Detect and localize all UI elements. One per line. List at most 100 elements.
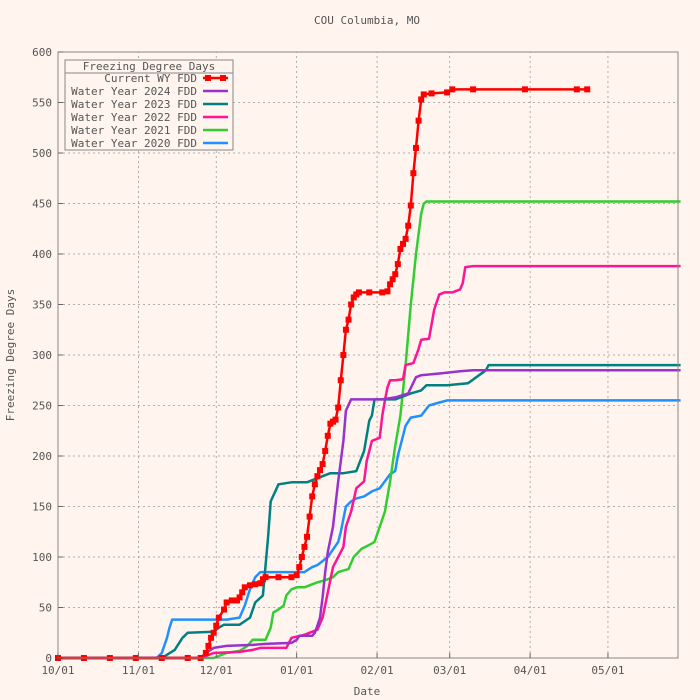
data-point bbox=[418, 96, 425, 103]
data-point bbox=[236, 594, 243, 601]
data-point bbox=[306, 513, 313, 520]
data-point bbox=[246, 582, 253, 589]
data-point bbox=[342, 326, 349, 333]
data-point bbox=[213, 622, 220, 629]
data-point bbox=[384, 288, 391, 295]
data-point bbox=[379, 289, 386, 296]
data-point bbox=[428, 90, 435, 97]
data-point bbox=[210, 629, 217, 636]
chart-title: COU Columbia, MO bbox=[314, 14, 420, 27]
series-layer bbox=[55, 86, 681, 661]
data-point bbox=[257, 580, 264, 587]
data-point bbox=[355, 289, 362, 296]
data-point bbox=[288, 574, 295, 581]
x-tick-label: 04/01 bbox=[514, 664, 547, 677]
y-tick-label: 500 bbox=[32, 147, 52, 160]
series-line-water-year-2022-fdd bbox=[58, 264, 681, 660]
data-point bbox=[407, 202, 414, 209]
data-point bbox=[239, 589, 246, 596]
x-tick-label: 10/01 bbox=[41, 664, 74, 677]
data-point bbox=[298, 554, 305, 560]
data-point bbox=[449, 86, 456, 93]
data-point bbox=[241, 584, 248, 591]
y-tick-label: 150 bbox=[32, 501, 52, 514]
legend-marker bbox=[220, 75, 226, 81]
legend-label: Water Year 2023 FDD bbox=[71, 98, 197, 111]
data-point bbox=[397, 245, 404, 252]
data-point bbox=[412, 144, 419, 151]
series-line-current-wy-fdd bbox=[58, 88, 588, 660]
data-point bbox=[394, 261, 401, 268]
data-point bbox=[293, 572, 300, 579]
data-point bbox=[420, 91, 427, 98]
data-point bbox=[410, 170, 417, 177]
series-line-water-year-2023-fdd bbox=[58, 363, 681, 660]
data-point bbox=[208, 634, 215, 641]
data-point bbox=[584, 86, 591, 93]
data-point bbox=[317, 467, 324, 474]
data-point bbox=[387, 281, 394, 288]
y-tick-label: 200 bbox=[32, 450, 52, 463]
y-tick-label: 50 bbox=[39, 602, 52, 615]
data-point bbox=[221, 606, 228, 613]
data-point bbox=[275, 574, 282, 581]
y-tick-label: 600 bbox=[32, 46, 52, 59]
data-point bbox=[296, 564, 303, 571]
legend-label: Water Year 2022 FDD bbox=[71, 111, 197, 124]
data-point bbox=[340, 352, 347, 358]
data-point bbox=[322, 447, 329, 454]
data-point bbox=[228, 597, 235, 604]
series-line-water-year-2020-fdd bbox=[58, 399, 681, 660]
data-point bbox=[304, 533, 311, 540]
data-point bbox=[202, 649, 209, 656]
x-axis-label: Date bbox=[354, 685, 381, 698]
data-point bbox=[337, 377, 344, 384]
x-tick-label: 12/01 bbox=[200, 664, 233, 677]
y-tick-label: 300 bbox=[32, 349, 52, 362]
data-point bbox=[215, 614, 222, 621]
data-point bbox=[444, 89, 451, 96]
data-point bbox=[415, 117, 422, 124]
data-point bbox=[400, 240, 407, 247]
data-point bbox=[223, 599, 230, 606]
legend: Freezing Degree Days Current WY FDDWater… bbox=[64, 59, 234, 151]
y-tick-label: 250 bbox=[32, 400, 52, 413]
legend-title: Freezing Degree Days bbox=[83, 60, 215, 73]
x-tick-label: 01/01 bbox=[280, 664, 313, 677]
data-point bbox=[314, 473, 321, 480]
ticks: 0 50 100 150 200 250 300 350 400 450 500 550 600 10/0… bbox=[32, 46, 624, 677]
y-tick-label: 100 bbox=[32, 551, 52, 564]
data-point bbox=[335, 404, 342, 411]
y-tick-label: 450 bbox=[32, 198, 52, 211]
data-point bbox=[392, 271, 399, 278]
data-point bbox=[319, 461, 326, 468]
legend-label: Water Year 2024 FDD bbox=[71, 85, 197, 98]
data-point bbox=[252, 581, 259, 588]
data-point bbox=[345, 316, 352, 323]
series-line-water-year-2024-fdd bbox=[58, 368, 681, 660]
data-point bbox=[389, 276, 396, 283]
data-point bbox=[205, 642, 212, 649]
data-point bbox=[470, 86, 477, 93]
legend-label: Water Year 2020 FDD bbox=[71, 137, 197, 150]
legend-label: Current WY FDD bbox=[104, 72, 197, 85]
y-tick-label: 0 bbox=[45, 652, 52, 665]
data-point bbox=[350, 294, 357, 301]
data-point bbox=[332, 416, 339, 423]
y-tick-label: 400 bbox=[32, 248, 52, 261]
x-tick-label: 05/01 bbox=[591, 664, 624, 677]
data-point bbox=[521, 86, 528, 93]
data-point bbox=[309, 493, 316, 500]
data-point bbox=[324, 432, 331, 439]
y-axis-label: Freezing Degree Days bbox=[4, 289, 17, 421]
data-point bbox=[262, 574, 269, 581]
data-point bbox=[573, 86, 580, 93]
data-point bbox=[301, 543, 308, 550]
data-point bbox=[311, 481, 318, 488]
x-tick-label: 02/01 bbox=[361, 664, 394, 677]
x-tick-label: 11/01 bbox=[122, 664, 155, 677]
data-point bbox=[348, 301, 355, 308]
x-tick-label: 03/01 bbox=[433, 664, 466, 677]
